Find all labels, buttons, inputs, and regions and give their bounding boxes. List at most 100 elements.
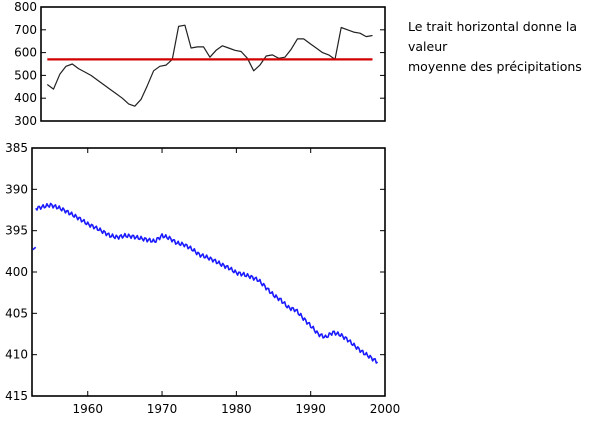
isotope-data-point [132,236,133,237]
precip-data-point [372,59,373,60]
precip-data-point [328,54,329,55]
isotope-data-point [347,339,348,340]
isotope-y-tick-label: 400 [5,265,28,279]
precip-data-point [116,93,117,94]
precip-data-point [72,63,73,64]
isotope-data-point [35,247,36,248]
precip-y-tick-label: 700 [14,23,37,37]
precip-data-point [341,27,342,28]
isotope-series-2 [32,246,37,251]
isotope-data-point [199,254,200,255]
precip-data-point [222,45,223,46]
precip-data-point [184,25,185,26]
isotope-data-point [288,307,289,308]
precip-data-point [359,33,360,34]
precip-data-point [297,38,298,39]
precip-y-tick-label: 300 [14,114,37,128]
isotope-data-point [303,318,304,319]
precip-data-point [47,84,48,85]
precip-data-point [159,66,160,67]
isotope-data-point [295,309,296,310]
isotope-data-point [325,337,326,338]
isotope-series-line [35,202,379,364]
precip-data-point [103,84,104,85]
precip-data-point [347,29,348,30]
isotope-data-point [280,300,281,301]
isotope-data-point [273,295,274,296]
precipitation-chart: 300 400 500 600 700 800 [14,0,386,128]
precip-data-point [284,57,285,58]
isotope-data-point [214,260,215,261]
precip-data-point [97,79,98,80]
isotope-series-line [32,246,37,251]
precip-data-point [147,85,148,86]
precip-data-point [65,66,66,67]
isotope-data-point [32,249,33,250]
isotope-data-point [370,357,371,358]
note-line-2: moyenne des précipitations [408,59,582,74]
isotope-data-point [243,274,244,275]
note-line-1: Le trait horizontal donne la valeur [408,19,578,54]
isotope-data-point [191,248,192,249]
isotope-chart: 385 390 395 400 405 410 415 1960 1970 1980 1990 200… [5,141,400,416]
precip-series-line [46,24,373,107]
precip-data-point [178,26,179,27]
isotope-data-point [95,227,96,228]
isotope-y-tick-label: 410 [5,348,28,362]
isotope-data-point [80,219,81,220]
isotope-data-point [258,280,259,281]
precip-data-point [191,47,192,48]
precip-series-1 [46,24,373,107]
isotope-data-point [35,208,36,209]
precip-data-point [209,57,210,58]
precip-data-point [366,36,367,37]
precip-data-point [316,47,317,48]
precip-data-point [272,54,273,55]
precip-y-tick-label: 400 [14,91,37,105]
isotope-x-tick-label: 2000 [370,402,401,416]
isotope-data-point [184,244,185,245]
isotope-x-tick-label: 1960 [72,402,103,416]
isotope-data-point [169,238,170,239]
precip-series-2 [47,58,373,61]
precip-data-point [153,70,154,71]
isotope-data-point [228,267,229,268]
precip-data-point [291,49,292,50]
isotope-data-point [206,257,207,258]
isotope-y-tick-label: 415 [5,389,28,403]
isotope-data-point [154,241,155,242]
isotope-data-point [109,235,110,236]
precip-data-point [234,50,235,51]
isotope-x-tick-label: 1980 [221,402,252,416]
isotope-y-tick-label: 385 [5,141,28,155]
isotope-data-point [72,214,73,215]
isotope-data-point [355,346,356,347]
isotope-y-tick-label: 405 [5,306,28,320]
isotope-data-point [318,333,319,334]
precip-data-point [203,46,204,47]
isotope-x-tick-label: 1970 [147,402,178,416]
isotope-data-point [251,276,252,277]
isotope-data-point [43,206,44,207]
precip-data-point [53,89,54,90]
precip-data-point [84,71,85,72]
precip-data-point [197,46,198,47]
isotope-data-point [124,235,125,236]
isotope-data-point [57,207,58,208]
isotope-y-tick-label: 390 [5,182,28,196]
isotope-series-1 [35,202,379,364]
isotope-data-point [221,264,222,265]
precip-data-point [253,70,254,71]
precip-data-point [216,50,217,51]
isotope-data-point [332,332,333,333]
isotope-x-tick-label: 1990 [295,402,326,416]
precip-frame [40,6,386,122]
precip-data-point [78,68,79,69]
precip-y-tick-label: 600 [14,46,37,60]
precip-data-point [166,65,167,66]
explanation-note: Le trait horizontal donne la valeur moye… [408,17,608,77]
precip-data-point [309,43,310,44]
precip-data-point [109,89,110,90]
isotope-data-point [65,210,66,211]
precip-data-point [266,55,267,56]
